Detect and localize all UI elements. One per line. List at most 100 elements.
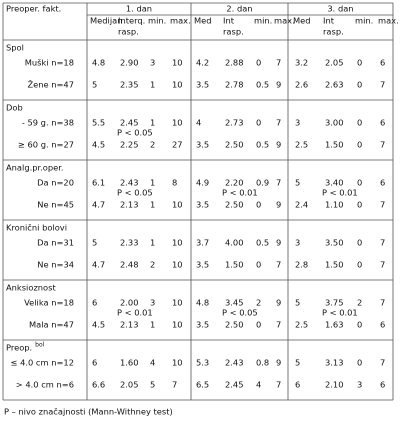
cell: 2.50: [225, 320, 243, 330]
cell: 2.5: [295, 140, 308, 150]
subheader-cell: Interq.: [118, 16, 145, 26]
cell: 1: [150, 200, 155, 210]
subheader-cell: min.: [254, 16, 272, 26]
cell: 1: [150, 118, 155, 128]
cell: 4.5: [92, 140, 105, 150]
cell: 3: [295, 238, 300, 248]
cell: 5: [92, 238, 97, 248]
header-cell: 2. dan: [226, 4, 252, 14]
cell: 7: [276, 58, 281, 68]
row-label: Ne n=34: [37, 260, 74, 270]
cell: 9: [276, 358, 281, 368]
cell: 3: [357, 380, 362, 390]
cell: 2.25: [120, 140, 138, 150]
cell: 2.63: [325, 80, 343, 90]
cell: 6: [380, 178, 385, 188]
cell: 2.10: [325, 380, 343, 390]
subheader-cell: Medijan: [90, 16, 122, 26]
cell: 2.88: [225, 58, 243, 68]
cell: 2: [150, 260, 155, 270]
group-label: Kronični bolovi: [6, 223, 67, 233]
cell: 10: [172, 358, 183, 368]
p-value: P < 0.01: [322, 188, 358, 198]
subheader-cell: max.: [378, 16, 399, 26]
cell: 1.50: [225, 260, 243, 270]
cell: 4.5: [92, 320, 105, 330]
cell: 6: [380, 118, 385, 128]
cell: 2.5: [295, 320, 308, 330]
cell: 0: [256, 260, 261, 270]
row-label: ≤ 4.0 cm n=12: [11, 358, 74, 368]
cell: 2.50: [225, 140, 243, 150]
cell: 7: [380, 298, 385, 308]
cell: 2.8: [295, 260, 308, 270]
cell: 3.5: [196, 80, 209, 90]
cell: 6.5: [196, 380, 209, 390]
cell: 0: [357, 178, 362, 188]
subheader-cell: max.: [274, 16, 295, 26]
cell: 3.00: [325, 118, 343, 128]
cell: 1.50: [325, 260, 343, 270]
cell: 0: [357, 320, 362, 330]
cell: 5: [92, 80, 97, 90]
cell: 3.5: [196, 140, 209, 150]
group-label: Spol: [6, 43, 24, 53]
cell: 10: [172, 238, 183, 248]
cell: 0.8: [256, 358, 269, 368]
cell: 2.6: [295, 80, 308, 90]
cell: 3.13: [325, 358, 343, 368]
cell: 9: [276, 298, 281, 308]
cell: 0: [357, 260, 362, 270]
header-cell: 1. dan: [126, 4, 152, 14]
cell: 2.43: [225, 358, 243, 368]
subheader-cell: max.: [170, 16, 191, 26]
cell: 10: [172, 260, 183, 270]
group-label: Preop.: [6, 343, 32, 353]
p-value: P < 0.05: [222, 308, 258, 318]
cell: 7: [276, 260, 281, 270]
cell: 1: [150, 178, 155, 188]
cell: 3: [295, 118, 300, 128]
cell: 0: [256, 58, 261, 68]
cell: 5: [295, 298, 300, 308]
cell: 0.5: [256, 80, 269, 90]
cell: 4.8: [196, 298, 209, 308]
cell: 7: [380, 358, 385, 368]
cell: 2.05: [120, 380, 138, 390]
cell: 2.45: [120, 118, 138, 128]
subheader-cell: Med: [194, 16, 212, 26]
cell: 10: [172, 58, 183, 68]
subheader-cell: rasp.: [323, 27, 344, 37]
cell: 7: [380, 260, 385, 270]
cell: 0: [357, 238, 362, 248]
cell: 4.8: [92, 58, 105, 68]
cell: 1.63: [325, 320, 343, 330]
cell: 3.45: [225, 298, 243, 308]
subheader-cell: rasp.: [118, 27, 139, 37]
cell: 27: [172, 140, 183, 150]
cell: 1.10: [325, 200, 343, 210]
p-value: P < 0.05: [117, 128, 153, 138]
cell: 2.45: [225, 380, 243, 390]
row-label: - 59 g. n=38: [22, 118, 74, 128]
cell: 4: [196, 118, 201, 128]
row-label: > 4.0 cm n=6: [16, 380, 74, 390]
cell: 10: [172, 118, 183, 128]
row-label: Žene n=47: [27, 79, 74, 90]
p-value: P < 0.01: [322, 308, 358, 318]
cell: 2.73: [225, 118, 243, 128]
cell: 6: [92, 358, 97, 368]
cell: 4.7: [92, 260, 105, 270]
cell: 5.5: [92, 118, 105, 128]
cell: 8: [172, 178, 177, 188]
cell: 2.78: [225, 80, 243, 90]
row-label: Velika n=18: [24, 298, 74, 308]
cell: 0: [256, 200, 261, 210]
cell: 0: [357, 140, 362, 150]
cell: 4.2: [196, 58, 209, 68]
subheader-cell: Med: [293, 16, 311, 26]
cell: 6: [295, 380, 300, 390]
cell: 0: [357, 80, 362, 90]
cell: 0.5: [256, 238, 269, 248]
